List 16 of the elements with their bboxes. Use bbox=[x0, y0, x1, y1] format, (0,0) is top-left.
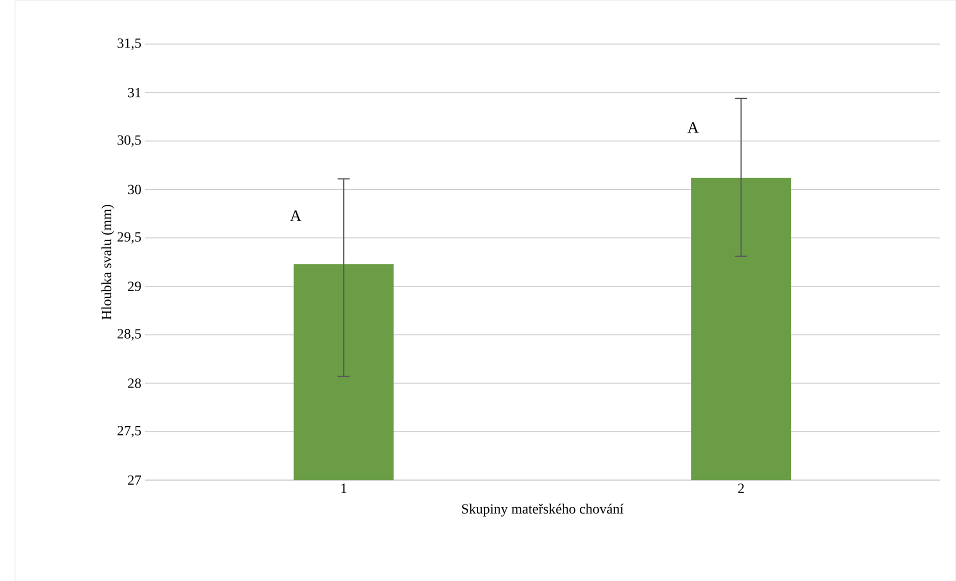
y-tick-label: 30,5 bbox=[118, 135, 141, 147]
y-tick-label: 30 bbox=[128, 184, 141, 194]
annotation: A bbox=[687, 122, 699, 133]
y-axis-title: Hloubka svalu (mm) bbox=[101, 204, 114, 320]
x-axis-title: Skupiny mateřského chování bbox=[462, 504, 624, 516]
y-tick-label: 27,5 bbox=[118, 426, 141, 438]
x-tick-label: 2 bbox=[738, 483, 744, 493]
x-tick-label: 1 bbox=[341, 483, 346, 493]
y-tick-label: 29,5 bbox=[118, 232, 141, 244]
y-tick-label: 31 bbox=[128, 88, 141, 98]
annotation: A bbox=[290, 210, 302, 221]
y-tick-label: 31,5 bbox=[118, 38, 141, 50]
y-tick-label: 28,5 bbox=[118, 328, 141, 340]
y-tick-label: 27 bbox=[128, 475, 142, 485]
y-tick-label: 28 bbox=[128, 378, 141, 388]
y-tick-label: 29 bbox=[128, 282, 141, 291]
